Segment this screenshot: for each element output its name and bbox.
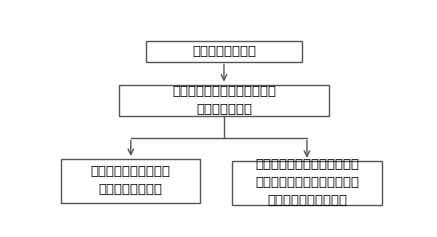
- Text: 安全异常信号经安全逻辑模块
进行处理后输出: 安全异常信号经安全逻辑模块 进行处理后输出: [172, 85, 276, 116]
- Bar: [119, 85, 329, 117]
- Text: 清除轴插补模块中所有
缓存指令脉冲数据: 清除轴插补模块中所有 缓存指令脉冲数据: [91, 165, 171, 196]
- Text: 输入安全异常信号: 输入安全异常信号: [192, 45, 256, 58]
- Bar: [146, 41, 302, 62]
- Bar: [61, 159, 200, 203]
- Bar: [232, 161, 382, 205]
- Text: 逻辑驱动电路将安全异常信号
转化为安全逻辑控制信号，并
控制轴驱动器紧急停止: 逻辑驱动电路将安全异常信号 转化为安全逻辑控制信号，并 控制轴驱动器紧急停止: [255, 158, 359, 207]
